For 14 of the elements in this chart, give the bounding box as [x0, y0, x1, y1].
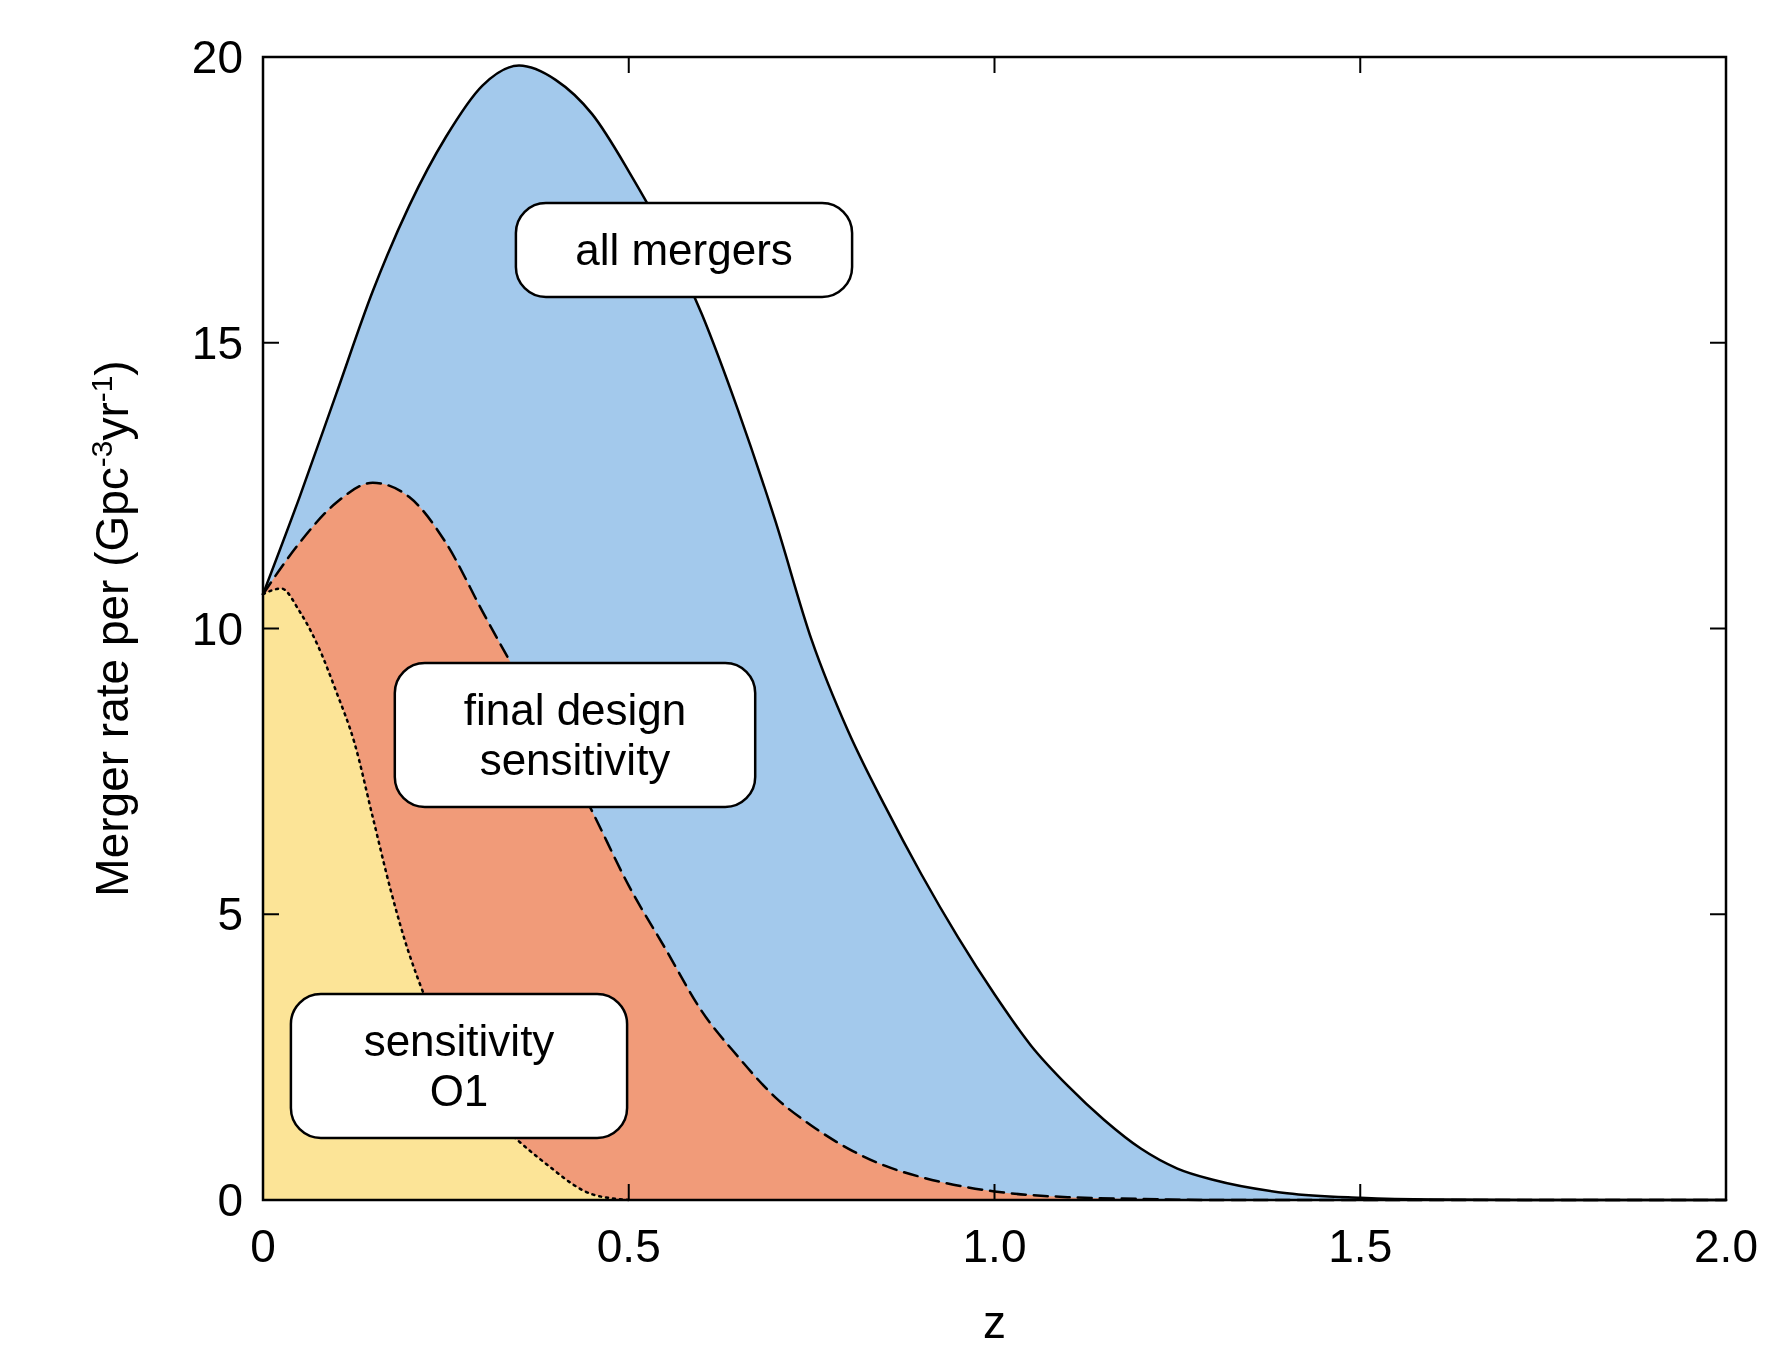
x-tick-label: 2.0 — [1694, 1220, 1758, 1272]
y-tick-label: 5 — [217, 888, 243, 941]
series-label: all mergers — [575, 225, 793, 274]
y-tick-label: 15 — [191, 316, 243, 369]
y-tick-label: 20 — [191, 31, 243, 83]
x-tick-label: 1.5 — [1328, 1220, 1393, 1272]
y-tick-label: 0 — [217, 1174, 243, 1226]
y-tick-label: 10 — [191, 602, 243, 655]
series-label: final design sensitivity — [463, 685, 687, 784]
x-tick-label: 1.0 — [962, 1220, 1027, 1272]
x-tick-label: 0.5 — [596, 1220, 661, 1272]
series-label: sensitivity O1 — [363, 1016, 555, 1115]
x-axis-title: z — [983, 1296, 1006, 1348]
x-tick-label: 0 — [250, 1220, 276, 1272]
